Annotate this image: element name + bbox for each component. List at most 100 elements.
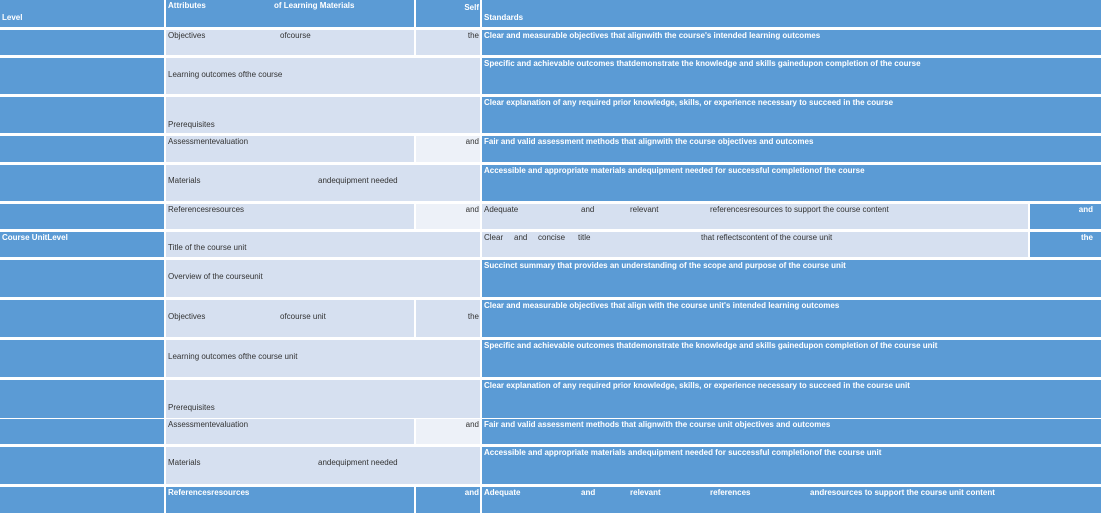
attribute-cell: Learning outcomes ofthe course — [166, 58, 480, 94]
standard-cell: Clear and measurable objectives that ali… — [482, 30, 1101, 55]
standard-text: Accessible and appropriate materials and… — [484, 448, 882, 457]
attribute-text: Materials — [168, 176, 201, 185]
level-cell — [0, 300, 164, 337]
standard-text-part: and — [514, 233, 528, 242]
table-row: Referencesresources and Adequate and rel… — [0, 487, 1101, 513]
connector-text: and — [465, 205, 479, 214]
table-row: Assessmentevaluation and Fair and valid … — [0, 419, 1101, 444]
table-row: Materials andequipment needed Accessible… — [0, 165, 1101, 201]
attribute-text: Prerequisites — [168, 120, 215, 129]
level-cell — [0, 487, 164, 513]
standard-text: Clear and measurable objectives that ali… — [484, 31, 821, 40]
attribute-cell: Assessmentevaluation — [166, 419, 414, 444]
attribute-cell: Prerequisites — [166, 380, 480, 418]
standard-text: Fair and valid assessment methods that a… — [484, 420, 831, 429]
standard-text-part: Adequate — [484, 488, 521, 497]
standard-cell: Fair and valid assessment methods that a… — [482, 136, 1101, 162]
standard-text-part: Clear — [484, 233, 504, 242]
standard-cell: Clear explanation of any required prior … — [482, 380, 1101, 418]
table-row: Prerequisites Clear explanation of any r… — [0, 380, 1101, 418]
standard-text-part: relevant — [630, 205, 659, 214]
attribute-cell: Materials andequipment needed — [166, 447, 480, 484]
table-row: Objectives ofcourse the Clear and measur… — [0, 30, 1101, 55]
header-standards: Standards — [484, 13, 524, 22]
standard-cell: Succinct summary that provides an unders… — [482, 260, 1101, 297]
attribute-cell: Objectives ofcourse — [166, 30, 414, 55]
table-row: Prerequisites Clear explanation of any r… — [0, 97, 1101, 133]
tail-text: the — [1081, 233, 1093, 242]
attribute-cell: Learning outcomes ofthe course unit — [166, 340, 480, 377]
attribute-text: Objectives — [168, 312, 206, 321]
connector-text: and — [465, 420, 479, 429]
attribute-cell: Materials andequipment needed — [166, 165, 480, 201]
standard-text: Clear and measurable objectives that ali… — [484, 301, 840, 310]
standard-text: Clear explanation of any required prior … — [484, 98, 894, 107]
self-cell: and — [416, 419, 480, 444]
level-cell — [0, 419, 164, 444]
attribute-text: Referencesresources — [168, 205, 245, 214]
connector-text: the — [467, 312, 479, 321]
level-cell — [0, 447, 164, 484]
standard-cell: Specific and achievable outcomes thatdem… — [482, 340, 1101, 377]
table-row: Objectives ofcourse unit the Clear and m… — [0, 300, 1101, 337]
standard-cell: Adequate and relevant referencesresource… — [482, 204, 1028, 229]
attribute-cell: Overview of the courseunit — [166, 260, 480, 297]
attribute-cell: Referencesresources — [166, 487, 414, 513]
attribute-text: Overview of the courseunit — [168, 272, 263, 281]
level-cell — [0, 58, 164, 94]
level-cell — [0, 165, 164, 201]
header-level-cell: Level — [0, 0, 164, 27]
attribute-text: Title of the course unit — [168, 243, 247, 252]
standard-cell: Adequate and relevant references andreso… — [482, 487, 1101, 513]
attribute-text: Learning outcomes ofthe course — [168, 70, 283, 79]
header-attributes-cell: Attributes of Learning Materials — [166, 0, 414, 27]
attribute-cell: Objectives ofcourse unit — [166, 300, 414, 337]
table-row: Materials andequipment needed Accessible… — [0, 447, 1101, 484]
self-cell: and — [416, 204, 480, 229]
header-level: Level — [2, 13, 23, 22]
header-of-learning-materials: of Learning Materials — [274, 1, 355, 10]
attribute-text-part: andequipment needed — [318, 458, 398, 467]
standard-text-part: relevant — [630, 488, 661, 497]
standard-text-part: andresources to support the course unit … — [810, 488, 995, 497]
self-cell: the — [416, 30, 480, 55]
table-row: Referencesresources and Adequate and rel… — [0, 204, 1101, 229]
connector-text: and — [465, 137, 479, 146]
attribute-cell: Title of the course unit — [166, 232, 480, 257]
standard-cell: Fair and valid assessment methods that a… — [482, 419, 1101, 444]
standard-text: Succinct summary that provides an unders… — [484, 261, 846, 270]
standard-text: Specific and achievable outcomes thatdem… — [484, 59, 921, 68]
connector-text: and — [464, 488, 479, 497]
level-cell — [0, 260, 164, 297]
header-self-cell: Self — [416, 0, 480, 27]
standard-text-part: references — [710, 488, 751, 497]
self-cell: the — [416, 300, 480, 337]
level-cell — [0, 340, 164, 377]
level-cell — [0, 136, 164, 162]
attribute-text: Assessmentevaluation — [168, 420, 249, 429]
attribute-cell: Prerequisites — [166, 97, 480, 133]
table-row: Learning outcomes ofthe course unit Spec… — [0, 340, 1101, 377]
header-standards-cell: Standards — [482, 0, 1101, 27]
standard-text: Specific and achievable outcomes thatdem… — [484, 341, 938, 350]
attribute-text: Referencesresources — [168, 488, 250, 497]
standard-text: Clear explanation of any required prior … — [484, 381, 910, 390]
standard-cell: Accessible and appropriate materials and… — [482, 447, 1101, 484]
standard-cell: Specific and achievable outcomes thatdem… — [482, 58, 1101, 94]
standard-cell: Clear explanation of any required prior … — [482, 97, 1101, 133]
level-cell — [0, 204, 164, 229]
level-cell: Course UnitLevel — [0, 232, 164, 257]
self-cell: and — [416, 136, 480, 162]
table-row: Course UnitLevel Title of the course uni… — [0, 232, 1101, 257]
standard-cell: Accessible and appropriate materials and… — [482, 165, 1101, 201]
attribute-text: Materials — [168, 458, 201, 467]
attribute-text: Assessmentevaluation — [168, 137, 249, 146]
tail-text: and — [1078, 205, 1093, 214]
connector-text: the — [467, 31, 479, 40]
attribute-text: Prerequisites — [168, 403, 215, 412]
attribute-cell: Assessmentevaluation — [166, 136, 414, 162]
table-row: Learning outcomes ofthe course Specific … — [0, 58, 1101, 94]
standard-text-part: referencesresources to support the cours… — [710, 205, 889, 214]
attribute-cell: Referencesresources — [166, 204, 414, 229]
